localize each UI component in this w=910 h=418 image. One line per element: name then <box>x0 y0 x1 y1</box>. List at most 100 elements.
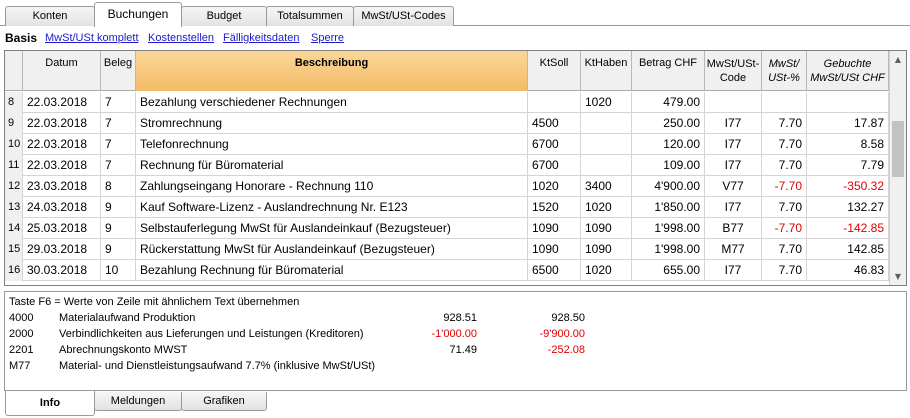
cell-pct[interactable]: -7.70 <box>762 218 807 239</box>
row-number[interactable]: 14 <box>5 218 23 239</box>
cell-ktsoll[interactable]: 6500 <box>528 260 581 281</box>
table-row[interactable]: 9 22.03.2018 7 Stromrechnung 4500 250.00 I77 7.… <box>5 113 889 134</box>
header-beleg[interactable]: Beleg <box>101 51 136 91</box>
cell-datum[interactable]: 24.03.2018 <box>23 197 101 218</box>
cell-ktsoll[interactable]: 1020 <box>528 176 581 197</box>
cell-pct[interactable]: 7.70 <box>762 197 807 218</box>
row-number[interactable]: 15 <box>5 239 23 260</box>
cell-datum[interactable]: 29.03.2018 <box>23 239 101 260</box>
cell-gebucht[interactable]: -350.32 <box>807 176 889 197</box>
cell-datum[interactable]: 22.03.2018 <box>23 134 101 155</box>
row-number[interactable]: 12 <box>5 176 23 197</box>
cell-ktsoll[interactable]: 4500 <box>528 113 581 134</box>
cell-beleg[interactable]: 7 <box>101 134 136 155</box>
cell-kthaben[interactable]: 3400 <box>581 176 632 197</box>
cell-pct[interactable]: 7.70 <box>762 134 807 155</box>
cell-gebucht[interactable]: 142.85 <box>807 239 889 260</box>
cell-beleg[interactable]: 7 <box>101 113 136 134</box>
cell-beschreibung[interactable]: Zahlungseingang Honorare - Rechnung 110 <box>136 176 528 197</box>
cell-gebucht[interactable]: 7.79 <box>807 155 889 176</box>
cell-beschreibung[interactable]: Rückerstattung MwSt für Auslandeinkauf (… <box>136 239 528 260</box>
cell-code[interactable]: I77 <box>705 260 762 281</box>
cell-kthaben[interactable]: 1020 <box>581 260 632 281</box>
cell-ktsoll[interactable] <box>528 92 581 113</box>
table-row[interactable]: 14 25.03.2018 9 Selbstauferlegung MwSt für … <box>5 218 889 239</box>
cell-ktsoll[interactable]: 6700 <box>528 155 581 176</box>
cell-beschreibung[interactable]: Selbstauferlegung MwSt für Auslandeinkau… <box>136 218 528 239</box>
cell-datum[interactable]: 25.03.2018 <box>23 218 101 239</box>
cell-betrag[interactable]: 4'900.00 <box>632 176 705 197</box>
tab-meldungen[interactable]: Meldungen <box>94 392 182 411</box>
cell-betrag[interactable]: 479.00 <box>632 92 705 113</box>
cell-pct[interactable]: -7.70 <box>762 176 807 197</box>
header-betrag[interactable]: Betrag CHF <box>632 51 705 91</box>
header-beschreibung[interactable]: Beschreibung <box>136 51 528 91</box>
tab-totalsummen[interactable]: Totalsummen <box>266 6 354 26</box>
cell-pct[interactable]: 7.70 <box>762 113 807 134</box>
view-faelligkeitsdaten[interactable]: Fälligkeitsdaten <box>223 32 300 44</box>
cell-pct[interactable]: 7.70 <box>762 260 807 281</box>
cell-datum[interactable]: 23.03.2018 <box>23 176 101 197</box>
row-number[interactable]: 10 <box>5 134 23 155</box>
tab-konten[interactable]: Konten <box>5 6 95 26</box>
cell-betrag[interactable]: 1'998.00 <box>632 218 705 239</box>
table-row[interactable]: 15 29.03.2018 9 Rückerstattung MwSt für Aus… <box>5 239 889 260</box>
header-pct[interactable]: MwSt/ USt-% <box>762 51 807 91</box>
cell-pct[interactable]: 7.70 <box>762 239 807 260</box>
cell-kthaben[interactable] <box>581 113 632 134</box>
cell-datum[interactable]: 22.03.2018 <box>23 113 101 134</box>
cell-gebucht[interactable]: 17.87 <box>807 113 889 134</box>
cell-beschreibung[interactable]: Telefonrechnung <box>136 134 528 155</box>
cell-ktsoll[interactable]: 6700 <box>528 134 581 155</box>
cell-beschreibung[interactable]: Rechnung für Büromaterial <box>136 155 528 176</box>
table-row[interactable]: 11 22.03.2018 7 Rechnung für Büromaterial 67… <box>5 155 889 176</box>
scroll-down-icon[interactable]: ▼ <box>894 272 902 281</box>
header-ktsoll[interactable]: KtSoll <box>528 51 581 91</box>
cell-betrag[interactable]: 120.00 <box>632 134 705 155</box>
cell-beschreibung[interactable]: Bezahlung Rechnung für Büromaterial <box>136 260 528 281</box>
cell-beschreibung[interactable]: Bezahlung verschiedener Rechnungen <box>136 92 528 113</box>
row-number[interactable]: 13 <box>5 197 23 218</box>
table-row[interactable]: 8 22.03.2018 7 Bezahlung verschiedener Rech… <box>5 92 889 113</box>
cell-kthaben[interactable] <box>581 134 632 155</box>
table-row[interactable]: 12 23.03.2018 8 Zahlungseingang Honorare - … <box>5 176 889 197</box>
cell-beleg[interactable]: 9 <box>101 197 136 218</box>
cell-beschreibung[interactable]: Stromrechnung <box>136 113 528 134</box>
view-sperre[interactable]: Sperre <box>311 32 345 44</box>
cell-code[interactable]: I77 <box>705 155 762 176</box>
cell-ktsoll[interactable]: 1090 <box>528 218 581 239</box>
cell-betrag[interactable]: 1'850.00 <box>632 197 705 218</box>
table-row[interactable]: 13 24.03.2018 9 Kauf Software-Lizenz - Ausl… <box>5 197 889 218</box>
cell-beschreibung[interactable]: Kauf Software-Lizenz - Auslandrechnung N… <box>136 197 528 218</box>
cell-ktsoll[interactable]: 1090 <box>528 239 581 260</box>
cell-gebucht[interactable]: 46.83 <box>807 260 889 281</box>
cell-gebucht[interactable]: -142.85 <box>807 218 889 239</box>
scroll-up-icon[interactable]: ▲ <box>894 55 902 64</box>
tab-info[interactable]: Info <box>5 391 95 416</box>
header-gebucht[interactable]: Gebuchte MwSt/USt CHF <box>807 51 889 91</box>
cell-beleg[interactable]: 9 <box>101 218 136 239</box>
table-row[interactable]: 16 30.03.2018 10 Bezahlung Rechnung für Bür… <box>5 260 889 281</box>
cell-code[interactable]: I77 <box>705 113 762 134</box>
cell-code[interactable] <box>705 92 762 113</box>
header-code[interactable]: MwSt/USt- Code <box>705 51 762 91</box>
cell-code[interactable]: V77 <box>705 176 762 197</box>
cell-betrag[interactable]: 655.00 <box>632 260 705 281</box>
cell-gebucht[interactable] <box>807 92 889 113</box>
cell-datum[interactable]: 30.03.2018 <box>23 260 101 281</box>
cell-beleg[interactable]: 7 <box>101 92 136 113</box>
cell-code[interactable]: M77 <box>705 239 762 260</box>
cell-beleg[interactable]: 8 <box>101 176 136 197</box>
cell-pct[interactable] <box>762 92 807 113</box>
view-kostenstellen[interactable]: Kostenstellen <box>148 32 215 44</box>
cell-beleg[interactable]: 7 <box>101 155 136 176</box>
row-number[interactable]: 9 <box>5 113 23 134</box>
cell-kthaben[interactable]: 1090 <box>581 239 632 260</box>
cell-kthaben[interactable] <box>581 155 632 176</box>
view-mwst-komplett[interactable]: MwSt/USt komplett <box>45 32 139 44</box>
header-kthaben[interactable]: KtHaben <box>581 51 632 91</box>
cell-datum[interactable]: 22.03.2018 <box>23 92 101 113</box>
tab-mwst-codes[interactable]: MwSt/USt-Codes <box>353 6 454 26</box>
view-basis[interactable]: Basis <box>5 31 38 45</box>
scrollbar-thumb[interactable] <box>892 121 904 177</box>
